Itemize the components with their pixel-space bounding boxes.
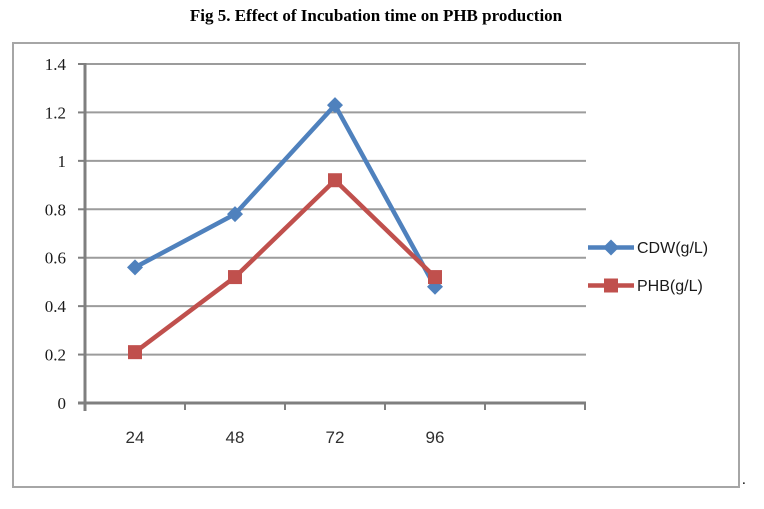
y-axis-label: 1.4: [45, 55, 67, 74]
legend-label-cdw: CDW(g/L): [637, 240, 708, 257]
cdw-marker: [227, 206, 243, 223]
x-axis-label: 72: [326, 428, 345, 447]
phb-marker: [328, 173, 342, 188]
y-axis-label: 0.8: [45, 200, 66, 219]
legend-marker-cdw: [603, 239, 619, 256]
legend-item-phb: PHB(g/L): [588, 278, 703, 295]
y-axis-label: 1.2: [45, 103, 66, 122]
x-axis-label: 48: [226, 428, 245, 447]
y-axis-label: 0.6: [45, 249, 66, 268]
y-axis-label: 1: [58, 152, 67, 171]
legend-marker-phb: [604, 278, 618, 293]
cdw-marker: [327, 97, 343, 114]
legend-item-cdw: CDW(g/L): [588, 239, 708, 257]
y-axis-label: 0.2: [45, 346, 66, 365]
legend-label-phb: PHB(g/L): [637, 278, 703, 295]
cdw-series-line: [132, 102, 438, 290]
x-axis-label: 24: [126, 428, 145, 447]
phb-marker: [428, 270, 442, 285]
y-axis-label: 0: [58, 394, 67, 413]
cdw-marker: [127, 259, 143, 276]
phb-series-line: [132, 177, 438, 355]
phb-marker: [128, 345, 142, 360]
x-axis-label: 96: [426, 428, 445, 447]
trailing-period: .: [742, 472, 746, 488]
y-axis-label: 0.4: [45, 297, 67, 316]
chart-title: Fig 5. Effect of Incubation time on PHB …: [189, 6, 563, 25]
phb-marker: [228, 270, 242, 285]
